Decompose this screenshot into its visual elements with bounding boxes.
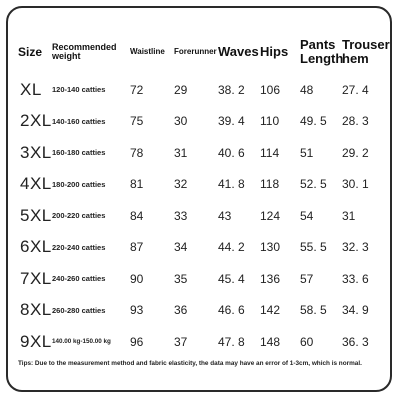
hips-cell: 142 (260, 303, 281, 318)
weight-cell: 220-240 catties (52, 242, 106, 252)
trouser-hem-cell: 28. 3 (342, 114, 369, 129)
pants-length-cell: 51 (300, 145, 314, 160)
trouser-hem-cell: 36. 3 (342, 334, 369, 349)
forerunner-cell: 36 (174, 303, 188, 318)
waves-cell: 39. 4 (218, 114, 245, 129)
size-cell: 2XL (20, 111, 52, 131)
tips-note: Tips: Due to the measurement method and … (18, 360, 362, 367)
waistline-cell: 81 (130, 177, 144, 192)
waistline-cell: 96 (130, 334, 144, 349)
header-trouser-hem: Trouser hem (342, 37, 390, 66)
pants-length-cell: 48 (300, 82, 314, 97)
table-row: 3XL 160-180 catties 78 31 40. 6 114 51 29. 2 (10, 137, 390, 169)
table-row: 8XL 260-280 catties 93 36 46. 6 142 58. 5 34. 9 (10, 295, 390, 327)
size-cell: 4XL (20, 174, 52, 194)
table-row: 6XL 220-240 catties 87 34 44. 2 130 55. 5 32. 3 (10, 232, 390, 264)
header-hips: Hips (260, 44, 289, 60)
trouser-hem-cell: 29. 2 (342, 145, 369, 160)
pants-length-cell: 54 (300, 208, 314, 223)
hips-cell: 114 (260, 145, 280, 160)
waistline-cell: 87 (130, 240, 144, 255)
hips-cell: 106 (260, 82, 281, 97)
waistline-cell: 90 (130, 271, 144, 286)
hips-cell: 136 (260, 271, 281, 286)
table-row: 7XL 240-260 catties 90 35 45. 4 136 57 33. 6 (10, 263, 390, 295)
waves-cell: 47. 8 (218, 334, 245, 349)
table-row: XL 120-140 catties 72 29 38. 2 106 48 27. 4 (10, 74, 390, 106)
weight-cell: 120-140 catties (52, 85, 106, 95)
trouser-hem-cell: 32. 3 (342, 240, 369, 255)
forerunner-cell: 32 (174, 177, 188, 192)
trouser-hem-cell: 27. 4 (342, 82, 369, 97)
weight-cell: 140.00 kg-150.00 kg (52, 338, 111, 346)
waistline-cell: 75 (130, 114, 144, 129)
header-pants-length: Pants Length (300, 37, 344, 66)
size-cell: XL (20, 79, 42, 99)
forerunner-cell: 31 (174, 145, 188, 160)
table-row: 2XL 140-160 catties 75 30 39. 4 110 49. 5 28. 3 (10, 106, 390, 138)
hips-cell: 148 (260, 334, 281, 349)
weight-cell: 160-180 catties (52, 148, 106, 158)
trouser-hem-cell: 34. 9 (342, 303, 369, 318)
weight-cell: 180-200 catties (52, 179, 106, 189)
waistline-cell: 84 (130, 208, 144, 223)
size-cell: 5XL (20, 205, 52, 225)
forerunner-cell: 30 (174, 114, 188, 129)
trouser-hem-cell: 31 (342, 208, 356, 223)
trouser-hem-cell: 33. 6 (342, 271, 369, 286)
weight-cell: 260-280 catties (52, 305, 106, 315)
pants-length-cell: 52. 5 (300, 177, 327, 192)
forerunner-cell: 29 (174, 82, 188, 97)
waves-cell: 40. 6 (218, 145, 245, 160)
table-row: 9XL 140.00 kg-150.00 kg 96 37 47. 8 148 60 36. … (10, 326, 390, 358)
waves-cell: 44. 2 (218, 240, 245, 255)
forerunner-cell: 37 (174, 334, 188, 349)
size-cell: 6XL (20, 237, 52, 257)
header-recommended-weight: Recommended weight (52, 41, 117, 61)
table-row: 4XL 180-200 catties 81 32 41. 8 118 52. 5 30. 1 (10, 169, 390, 201)
header-forerunner: Forerunner (174, 46, 217, 56)
pants-length-cell: 55. 5 (300, 240, 327, 255)
size-chart-frame (6, 6, 392, 392)
size-chart-table: Size Recommended weight Waistline Foreru… (10, 30, 390, 358)
hips-cell: 124 (260, 208, 281, 223)
pants-length-cell: 57 (300, 271, 314, 286)
waves-cell: 38. 2 (218, 82, 245, 97)
waves-cell: 46. 6 (218, 303, 245, 318)
header-waves: Waves (218, 44, 259, 60)
header-waistline: Waistline (130, 46, 165, 56)
waistline-cell: 78 (130, 145, 144, 160)
table-row: 5XL 200-220 catties 84 33 43 124 54 31 (10, 200, 390, 232)
waistline-cell: 93 (130, 303, 144, 318)
hips-cell: 130 (260, 240, 281, 255)
size-cell: 3XL (20, 142, 52, 162)
header-size: Size (18, 44, 43, 59)
weight-cell: 240-260 catties (52, 274, 106, 284)
size-cell: 8XL (20, 300, 52, 320)
size-cell: 7XL (20, 268, 52, 288)
forerunner-cell: 34 (174, 240, 188, 255)
trouser-hem-cell: 30. 1 (342, 177, 369, 192)
hips-cell: 118 (260, 177, 280, 192)
forerunner-cell: 33 (174, 208, 188, 223)
pants-length-cell: 60 (300, 334, 314, 349)
waves-cell: 43 (218, 208, 232, 223)
pants-length-cell: 49. 5 (300, 114, 327, 129)
pants-length-cell: 58. 5 (300, 303, 327, 318)
hips-cell: 110 (260, 114, 280, 129)
header-row: Size Recommended weight Waistline Foreru… (10, 30, 390, 74)
waves-cell: 41. 8 (218, 177, 245, 192)
weight-cell: 200-220 catties (52, 211, 106, 221)
waves-cell: 45. 4 (218, 271, 245, 286)
size-cell: 9XL (20, 331, 52, 351)
weight-cell: 140-160 catties (52, 116, 106, 126)
forerunner-cell: 35 (174, 271, 188, 286)
waistline-cell: 72 (130, 82, 144, 97)
